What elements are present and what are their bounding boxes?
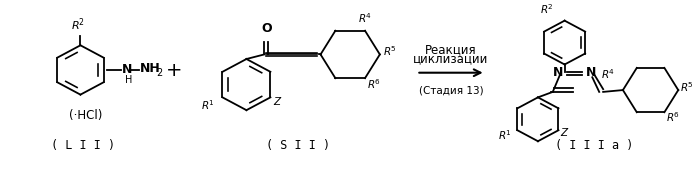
Text: R$^5$: R$^5$ (383, 44, 396, 58)
Text: Реакция: Реакция (425, 43, 477, 56)
Text: R$^2$: R$^2$ (540, 2, 553, 15)
Text: циклизации: циклизации (413, 52, 489, 65)
Text: (Стадия 13): (Стадия 13) (419, 86, 483, 96)
Text: N: N (122, 63, 132, 75)
Text: ( L I I ): ( L I I ) (52, 139, 116, 152)
Text: +: + (166, 61, 183, 80)
Text: R$^6$: R$^6$ (666, 110, 680, 124)
Text: R$^4$: R$^4$ (602, 67, 615, 81)
Text: H: H (125, 75, 132, 86)
Text: N: N (586, 66, 597, 79)
Text: Z: Z (560, 128, 567, 138)
Text: R$^1$: R$^1$ (498, 128, 512, 142)
Text: NH: NH (139, 62, 160, 75)
Text: R$^2$: R$^2$ (72, 17, 86, 33)
Text: R$^6$: R$^6$ (367, 77, 381, 91)
Text: R$^4$: R$^4$ (358, 11, 372, 25)
Text: R$^1$: R$^1$ (201, 98, 215, 112)
Text: ( S I I ): ( S I I ) (266, 139, 330, 152)
Text: O: O (261, 22, 272, 35)
Text: R$^5$: R$^5$ (680, 80, 694, 94)
Text: 2: 2 (157, 68, 163, 78)
Text: N: N (553, 66, 563, 79)
Text: Z: Z (273, 97, 280, 107)
Text: ( I I I a ): ( I I I a ) (555, 139, 634, 152)
Text: (·HCl): (·HCl) (69, 109, 102, 122)
